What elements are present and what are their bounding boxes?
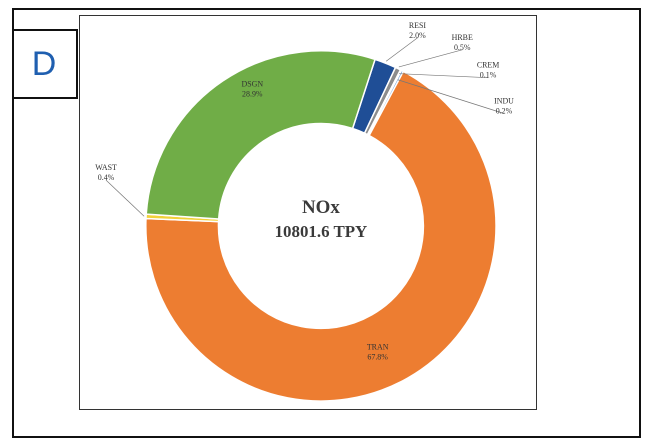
leader-line-indu [397, 79, 505, 114]
leader-line-resi [385, 37, 418, 62]
slice-label-indu: INDU [494, 97, 514, 106]
slice-dsgn [145, 50, 376, 220]
leader-line-crem [399, 73, 489, 79]
center-title: NOx [302, 197, 340, 218]
figure-frame [12, 8, 641, 438]
slice-percent-hrbe: 0.5% [454, 43, 471, 52]
slice-percent-wast: 0.4% [98, 173, 115, 182]
slice-label-tran: TRAN [367, 342, 389, 351]
slice-label-resi: RESI [409, 21, 427, 30]
slice-label-hrbe: HRBE [452, 33, 473, 42]
slice-percent-resi: 2.0% [409, 31, 426, 40]
slice-percent-tran: 67.8% [367, 352, 388, 361]
leader-line-wast [105, 179, 145, 217]
slice-label-wast: WAST [95, 163, 117, 172]
panel-label-box: D [12, 29, 78, 99]
leader-line-hrbe [398, 49, 463, 68]
slice-label-crem: CREM [477, 61, 500, 70]
donut-chart: RESI 2.0% HRBE 0.5% CREM 0.1% INDU 0.2% TRAN 67.8… [79, 15, 537, 410]
panel-letter: D [31, 44, 57, 83]
slice-percent-indu: 0.2% [496, 107, 513, 116]
slice-percent-crem: 0.1% [480, 71, 497, 80]
slice-percent-dsgn: 28.9% [242, 90, 263, 99]
center-subtitle: 10801.6 TPY [275, 222, 368, 241]
slice-tran [145, 70, 497, 402]
slice-label-dsgn: DSGN [241, 80, 263, 89]
